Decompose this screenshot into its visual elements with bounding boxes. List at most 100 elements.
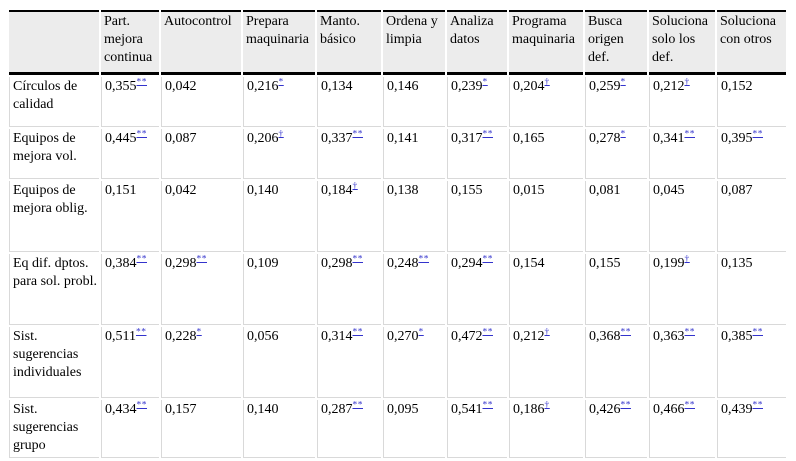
correlation-cell: 0,154 [509, 253, 583, 325]
significance-link[interactable]: * [482, 76, 488, 87]
column-header: Prepara maquinaria [243, 10, 315, 75]
significance-link[interactable]: ** [752, 399, 763, 410]
significance-link[interactable]: † [684, 76, 690, 87]
row-header: Eq dif. dptos. para sol. probl. [9, 253, 99, 325]
significance-link[interactable]: ** [482, 253, 493, 264]
correlation-cell: 0,363** [649, 326, 715, 398]
cell-value: 0,186 [513, 401, 545, 417]
cell-value: 0,157 [165, 401, 197, 417]
significance-link[interactable]: † [352, 180, 358, 191]
correlation-cell: 0,287** [317, 399, 381, 459]
significance-link[interactable]: * [620, 128, 626, 139]
correlation-cell: 0,095 [383, 399, 445, 459]
significance-link[interactable]: ** [352, 399, 363, 410]
correlation-cell: 0,140 [243, 180, 315, 252]
significance-link[interactable]: ** [620, 326, 631, 337]
significance-link[interactable]: ** [136, 253, 147, 264]
significance-link[interactable]: ** [136, 128, 147, 139]
cell-value: 0,363 [653, 328, 685, 344]
significance-link[interactable]: ** [684, 399, 695, 410]
cell-value: 0,152 [721, 78, 753, 94]
significance-link[interactable]: ** [684, 326, 695, 337]
cell-value: 0,015 [513, 182, 545, 198]
significance-link[interactable]: † [684, 253, 690, 264]
cell-value: 0,259 [589, 78, 621, 94]
significance-link[interactable]: † [544, 399, 550, 410]
correlation-cell: 0,165 [509, 128, 583, 179]
correlation-cell: 0,184† [317, 180, 381, 252]
cell-value: 0,081 [589, 182, 621, 198]
cell-value: 0,395 [721, 130, 753, 146]
cell-value: 0,287 [321, 401, 353, 417]
significance-link[interactable]: * [196, 326, 202, 337]
row-header: Sist. sugerencias grupo [9, 399, 99, 459]
cell-value: 0,337 [321, 130, 353, 146]
table-row: Círculos de calidad 0,355** 0,042 0,216* 0,1… [9, 76, 786, 127]
cell-value: 0,138 [387, 182, 419, 198]
table-row: Equipos de mejora vol. 0,445** 0,087 0,206†… [9, 128, 786, 179]
correlation-cell: 0,439** [717, 399, 786, 459]
cell-value: 0,135 [721, 255, 753, 271]
correlation-cell: 0,298** [317, 253, 381, 325]
significance-link[interactable]: † [278, 128, 284, 139]
correlation-cell: 0,337** [317, 128, 381, 179]
significance-link[interactable]: ** [482, 326, 493, 337]
correlation-cell: 0,445** [101, 128, 159, 179]
significance-link[interactable]: ** [418, 253, 429, 264]
significance-link[interactable]: ** [752, 128, 763, 139]
row-header: Equipos de mejora vol. [9, 128, 99, 179]
table-row: Equipos de mejora oblig. 0,151 0,042 0,140 0… [9, 180, 786, 252]
column-header: Autocontrol [161, 10, 241, 75]
cell-value: 0,140 [247, 401, 279, 417]
row-header: Círculos de calidad [9, 76, 99, 127]
cell-value: 0,109 [247, 255, 279, 271]
significance-link[interactable]: ** [135, 326, 147, 337]
cell-value: 0,228 [165, 328, 197, 344]
correlation-cell: 0,155 [585, 253, 647, 325]
significance-link[interactable]: ** [352, 253, 363, 264]
significance-link[interactable]: ** [482, 399, 493, 410]
correlation-cell: 0,384** [101, 253, 159, 325]
cell-value: 0,541 [451, 401, 483, 417]
cell-value: 0,270 [387, 328, 419, 344]
cell-value: 0,155 [589, 255, 621, 271]
cell-value: 0,434 [105, 401, 137, 417]
significance-link[interactable]: † [544, 76, 550, 87]
correlation-cell: 0,341** [649, 128, 715, 179]
cell-value: 0,439 [721, 401, 753, 417]
correlation-cell: 0,541** [447, 399, 507, 459]
significance-link[interactable]: ** [136, 76, 147, 87]
cell-value: 0,151 [105, 182, 137, 198]
significance-link[interactable]: ** [196, 253, 207, 264]
correlation-cell: 0,135 [717, 253, 786, 325]
column-header: Part. mejora continua [101, 10, 159, 75]
correlation-cell: 0,042 [161, 180, 241, 252]
correlation-cell: 0,278* [585, 128, 647, 179]
cell-value: 0,141 [387, 130, 419, 146]
significance-link[interactable]: * [278, 76, 284, 87]
row-header: Sist. sugerencias individuales [9, 326, 99, 398]
cell-value: 0,216 [247, 78, 279, 94]
cell-value: 0,239 [451, 78, 483, 94]
significance-link[interactable]: ** [684, 128, 695, 139]
significance-link[interactable]: ** [352, 128, 363, 139]
correlation-cell: 0,368** [585, 326, 647, 398]
significance-link[interactable]: ** [136, 399, 147, 410]
cell-value: 0,206 [247, 130, 279, 146]
significance-link[interactable]: * [620, 76, 626, 87]
correlation-cell: 0,186† [509, 399, 583, 459]
correlation-cell: 0,294** [447, 253, 507, 325]
correlation-cell: 0,204† [509, 76, 583, 127]
cell-value: 0,212 [653, 78, 685, 94]
significance-link[interactable]: † [544, 326, 550, 337]
significance-link[interactable]: ** [482, 128, 493, 139]
significance-link[interactable]: ** [352, 326, 363, 337]
significance-link[interactable]: ** [620, 399, 631, 410]
corner-cell [9, 10, 99, 75]
correlation-cell: 0,216* [243, 76, 315, 127]
correlation-cell: 0,045 [649, 180, 715, 252]
significance-link[interactable]: * [418, 326, 424, 337]
cell-value: 0,165 [513, 130, 545, 146]
significance-link[interactable]: ** [752, 326, 763, 337]
